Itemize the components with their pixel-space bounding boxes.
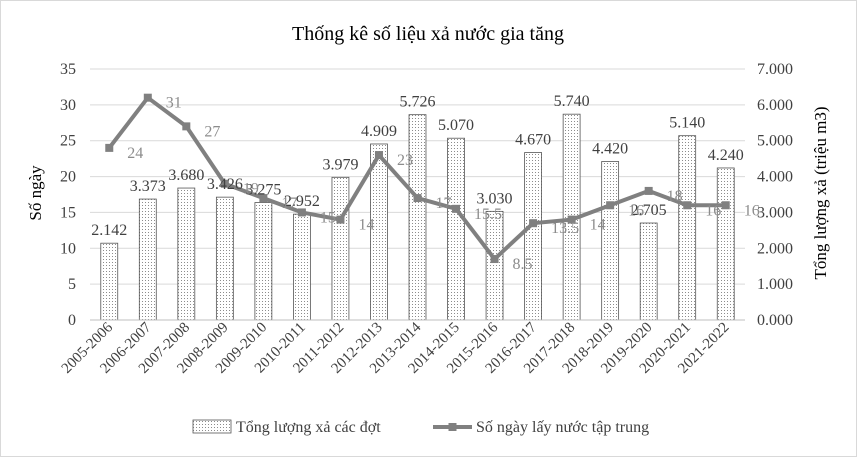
line-data-label: 14 — [358, 217, 374, 234]
line-point — [336, 215, 345, 224]
line-data-label: 19 — [243, 181, 259, 198]
y-right-tick-label: 4.000 — [757, 169, 793, 186]
legend-bar-swatch — [192, 419, 232, 434]
line-point — [721, 201, 730, 210]
line-data-label: 15 — [320, 209, 336, 226]
legend-bar-label: Tổng lượng xả các đợt — [236, 419, 381, 436]
bar — [678, 135, 697, 321]
y-right-tick-label: 1.000 — [757, 276, 793, 293]
y-left-tick-label: 25 — [60, 133, 76, 150]
bar-data-label: 5.726 — [400, 94, 436, 111]
y-right-tick-label: 7.000 — [757, 61, 793, 78]
bar-data-label: 2.705 — [631, 202, 667, 219]
bar — [408, 114, 427, 321]
line-data-label: 16 — [628, 202, 644, 219]
y-left-tick-label: 5 — [68, 276, 76, 293]
line-data-label: 16 — [705, 202, 721, 219]
bar — [100, 242, 119, 321]
bar-data-label: 4.670 — [515, 132, 551, 149]
bar — [639, 222, 658, 321]
bar-data-label: 5.070 — [438, 117, 474, 134]
line-data-label: 8.5 — [513, 256, 533, 273]
bar — [331, 176, 350, 321]
line-data-label: 31 — [166, 95, 182, 112]
bar — [254, 202, 273, 321]
bar — [601, 161, 620, 321]
line-point — [606, 201, 615, 210]
line-data-label: 17 — [436, 195, 452, 212]
line-point — [452, 204, 461, 213]
line-data-label: 15.5 — [474, 206, 502, 223]
bar — [293, 213, 311, 321]
chart-title: Thống kê số liệu xả nước gia tăng — [292, 23, 564, 45]
bar — [485, 210, 504, 321]
line-point — [143, 93, 152, 102]
line-point — [529, 219, 538, 228]
bar — [524, 152, 542, 321]
bar-data-label: 4.420 — [592, 141, 628, 158]
bar-data-label: 5.140 — [669, 115, 705, 132]
y-left-tick-label: 20 — [60, 169, 76, 186]
bar-data-label: 3.275 — [245, 182, 281, 199]
bar-data-label: 2.952 — [284, 193, 320, 210]
line-data-label: 14 — [590, 217, 606, 234]
line-point — [413, 194, 422, 203]
line-point — [644, 186, 653, 195]
line-data-label: 23 — [397, 152, 413, 169]
line-point — [374, 151, 383, 160]
y-right-tick-label: 5.000 — [757, 133, 793, 150]
line-point — [259, 194, 268, 203]
y-right-tick-label: 6.000 — [757, 97, 793, 114]
bar-data-label: 4.909 — [361, 123, 397, 140]
legend-line-label: Số ngày lấy nước tập trung — [476, 419, 649, 436]
bar — [447, 137, 465, 321]
bar-data-label: 3.680 — [168, 167, 204, 184]
line-data-label: 13.5 — [551, 220, 579, 237]
y-right-tick-label: 0.000 — [757, 312, 793, 329]
bar — [177, 187, 196, 321]
bar-data-label: 3.030 — [477, 190, 513, 207]
y-left-tick-label: 35 — [60, 61, 76, 78]
line-point — [567, 215, 576, 224]
bar-data-label: 3.426 — [207, 176, 243, 193]
line-data-label: 17 — [281, 195, 297, 212]
line-point — [182, 122, 191, 131]
line-point — [683, 201, 692, 210]
y-right-tick-label: 2.000 — [757, 240, 793, 257]
line-data-label: 18 — [667, 188, 683, 205]
bar-data-label: 3.373 — [130, 178, 166, 195]
y-left-tick-label: 30 — [60, 97, 76, 114]
bar-data-label: 3.979 — [322, 156, 358, 173]
line-data-label: 24 — [127, 145, 143, 162]
bar-data-label: 2.142 — [91, 222, 127, 239]
bar-data-label: 4.240 — [708, 147, 744, 164]
y-axis-right-label: Tổng lượng xả (triệu m3) — [811, 106, 830, 279]
line-point — [105, 143, 114, 152]
bar — [138, 198, 157, 321]
legend: Tổng lượng xả các đợt Số ngày lấy nước t… — [192, 419, 649, 436]
line-data-label: 16 — [744, 202, 760, 219]
y-right-tick-label: 3.000 — [757, 204, 793, 221]
bar-data-label: 5.740 — [554, 93, 590, 110]
y-axis-left-label: Số ngày — [26, 165, 45, 221]
legend-line-marker — [448, 423, 457, 431]
bar — [215, 196, 234, 321]
y-left-tick-label: 15 — [60, 204, 76, 221]
line-point — [297, 208, 306, 217]
bar — [716, 167, 735, 321]
y-left-tick-label: 10 — [60, 240, 76, 257]
line-data-label: 27 — [204, 123, 220, 140]
y-left-tick-label: 0 — [68, 312, 76, 329]
line-point — [220, 179, 229, 188]
line-point — [490, 255, 499, 264]
